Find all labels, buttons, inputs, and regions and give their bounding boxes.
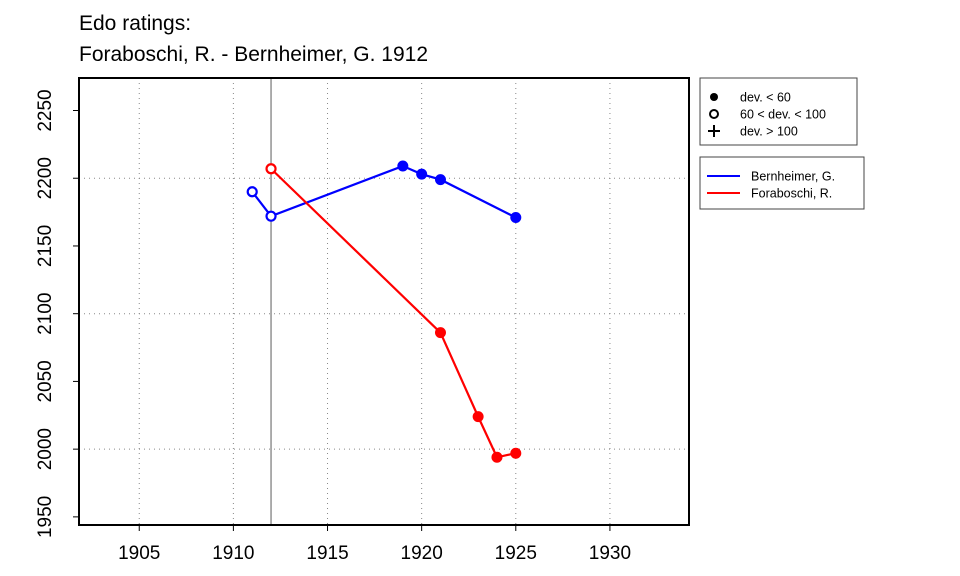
x-tick-label: 1915: [306, 543, 348, 564]
legend-deviation-label: dev. > 100: [740, 125, 798, 139]
plot-frame: [78, 77, 690, 526]
y-tick-label: 1950: [35, 496, 56, 538]
data-point-filled: [491, 451, 503, 463]
x-tick-label: 1925: [495, 543, 537, 564]
y-tick-label: 2200: [35, 157, 56, 199]
data-point-open: [265, 163, 277, 175]
y-tick-label: 2250: [35, 89, 56, 131]
legend-series-label: Bernheimer, G.: [751, 170, 835, 184]
series-line: [251, 164, 517, 219]
chart-title-line-1: Edo ratings:: [79, 12, 192, 35]
legend-deviation-label: dev. < 60: [740, 91, 791, 105]
data-point-filled: [416, 168, 428, 180]
legend-deviation-label: 60 < dev. < 100: [740, 108, 826, 122]
y-tick-label: 2100: [35, 293, 56, 335]
data-point-open: [265, 210, 277, 222]
data-point-filled: [472, 411, 484, 423]
chart-title: Edo ratings: Foraboschi, R. - Bernheimer…: [79, 8, 428, 70]
legend-series-label: Foraboschi, R.: [751, 187, 832, 201]
data-point-filled: [434, 174, 446, 186]
legend-series-box: [699, 156, 865, 210]
legend-symbol-open-circle: [709, 109, 719, 119]
y-tick-label: 2000: [35, 428, 56, 470]
legend-symbol-plus: [708, 125, 720, 137]
x-tick-label: 1910: [212, 543, 254, 564]
data-point-filled: [510, 212, 522, 224]
x-tick-label: 1905: [118, 543, 160, 564]
data-point-open: [246, 186, 258, 198]
y-tick-label: 2150: [35, 225, 56, 267]
data-point-filled: [510, 447, 522, 459]
data-point-filled: [397, 160, 409, 172]
x-tick-label: 1930: [589, 543, 631, 564]
legend-symbol-filled-circle: [710, 93, 718, 101]
legend-deviation-box: [699, 77, 858, 146]
chart-title-line-2: Foraboschi, R. - Bernheimer, G. 1912: [79, 43, 428, 66]
x-tick-label: 1920: [401, 543, 443, 564]
y-tick-label: 2050: [35, 360, 56, 402]
data-point-filled: [434, 327, 446, 339]
